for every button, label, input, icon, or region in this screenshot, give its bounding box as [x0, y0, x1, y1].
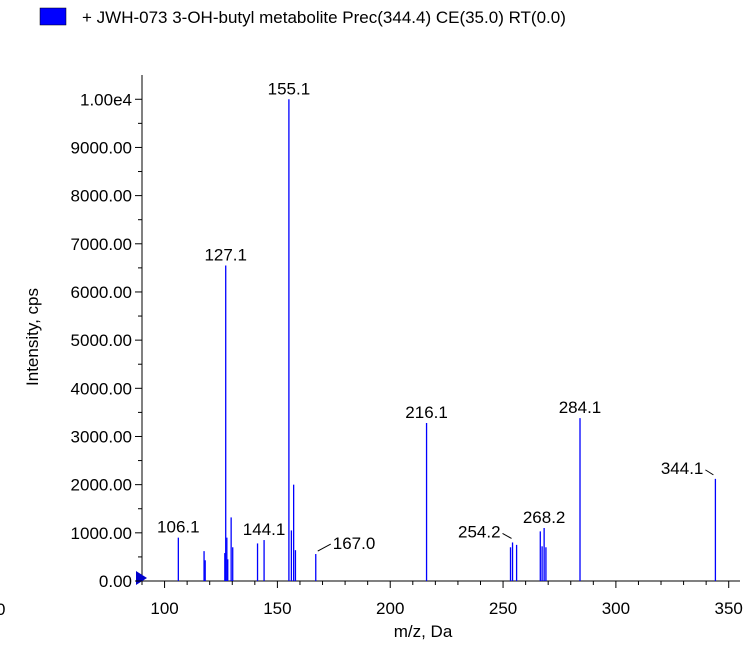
x-axis-label: m/z, Da	[394, 622, 453, 641]
y-axis-ticks: 0.00 1000.00 2000.00 3000.00 4000.00 5000.00 6…	[71, 90, 142, 591]
peak-label: 167.0	[333, 534, 376, 553]
peak-label: 127.1	[204, 245, 247, 264]
y-tick-label: 2000.00	[71, 476, 132, 495]
y-tick-label: 7000.00	[71, 235, 132, 254]
legend-label: + JWH-073 3-OH-butyl metabolite Prec(344…	[82, 8, 566, 27]
y-axis-label: Intensity, cps	[23, 288, 42, 386]
y-tick-label: 0.00	[99, 572, 132, 591]
peaks	[177, 99, 717, 581]
y-tick-label: 5000.00	[71, 331, 132, 350]
peak-label-pointer	[705, 469, 714, 476]
peak-label: 284.1	[559, 398, 602, 417]
x-tick-label: 350	[715, 599, 743, 618]
x-tick-label: 100	[150, 599, 178, 618]
x-axis-ticks: 100 150 200 250 300 350	[141, 581, 743, 618]
peak-label: 155.1	[268, 79, 311, 98]
peak-label: 144.1	[243, 520, 286, 539]
x-tick-label: 250	[489, 599, 517, 618]
peak-label: 254.2	[458, 522, 501, 541]
y-tick-label: 9000.00	[71, 138, 132, 157]
peak-labels: 155.1 127.1 216.1 284.1 344.1 268.2 254.2 167.0…	[157, 79, 714, 553]
x-tick-label: 300	[602, 599, 630, 618]
peak-label: 216.1	[405, 403, 448, 422]
peak-label-pointer	[317, 543, 331, 552]
y-tick-label: 4000.00	[71, 379, 132, 398]
y-tick-label: 3000.00	[71, 427, 132, 446]
y-tick-label: 6000.00	[71, 283, 132, 302]
peak-label-pointer	[502, 533, 512, 539]
peak-label: 268.2	[523, 508, 566, 527]
x-tick-label: 200	[376, 599, 404, 618]
x-axis-start-label: 0	[0, 600, 5, 619]
y-tick-label: 1.00e4	[80, 90, 132, 109]
y-tick-label: 1000.00	[71, 524, 132, 543]
legend: + JWH-073 3-OH-butyl metabolite Prec(344…	[39, 7, 566, 27]
y-tick-label: 8000.00	[71, 187, 132, 206]
x-tick-label: 150	[263, 599, 291, 618]
axes	[136, 75, 740, 585]
legend-swatch	[39, 7, 67, 26]
peak-label: 344.1	[661, 459, 704, 478]
peak-label: 106.1	[157, 518, 200, 537]
